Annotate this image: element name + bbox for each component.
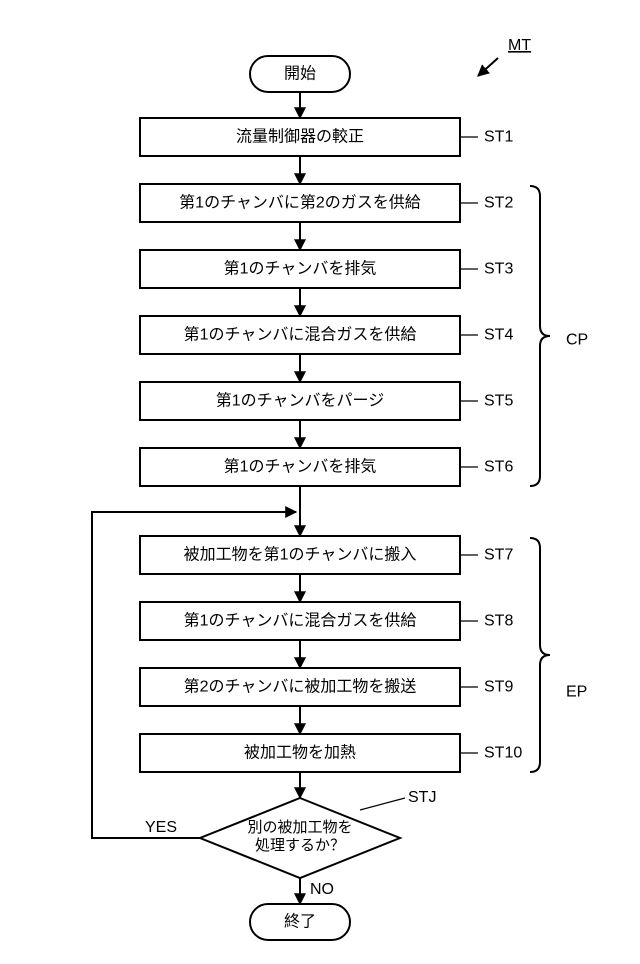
step-st10: 被加工物を加熱 ST10: [140, 734, 522, 772]
step-st9: 第2のチャンバに被加工物を搬送 ST9: [140, 668, 513, 706]
group-cp-brace: [530, 186, 550, 486]
step-st9-label: ST9: [484, 679, 513, 696]
step-st4-label: ST4: [484, 327, 513, 344]
start-terminator: 開始: [250, 56, 350, 92]
end-terminator: 終了: [250, 904, 350, 940]
decision-label: STJ: [408, 789, 436, 806]
step-st6-text: 第1のチャンバを排気: [224, 458, 377, 476]
decision-stj: 別の被加工物を処理するか？ STJ: [200, 789, 436, 878]
step-st2-text: 第1のチャンバに第2のガスを供給: [179, 194, 421, 212]
step-st5-text: 第1のチャンバをパージ: [216, 392, 384, 410]
step-st10-text: 被加工物を加熱: [244, 744, 356, 762]
step-st7-label: ST7: [484, 547, 513, 564]
step-st9-text: 第2のチャンバに被加工物を搬送: [184, 678, 417, 696]
decision-line2: 処理するか？: [255, 837, 345, 854]
step-st6: 第1のチャンバを排気 ST6: [140, 448, 513, 486]
step-st4-text: 第1のチャンバに混合ガスを供給: [184, 326, 417, 344]
group-cp-label: CP: [566, 332, 588, 349]
step-st3: 第1のチャンバを排気 ST3: [140, 250, 513, 288]
step-st2: 第1のチャンバに第2のガスを供給 ST2: [140, 184, 513, 222]
start-terminator-label: 開始: [284, 65, 316, 83]
end-terminator-label: 終了: [284, 913, 316, 931]
step-st3-label: ST3: [484, 261, 513, 278]
step-st3-text: 第1のチャンバを排気: [224, 260, 377, 278]
step-st1-text: 流量制御器の較正: [236, 128, 364, 146]
step-st7-text: 被加工物を第1のチャンバに搬入: [184, 546, 417, 564]
step-st1-label: ST1: [484, 129, 513, 146]
step-st8-label: ST8: [484, 613, 513, 630]
decision-yes-label: YES: [145, 819, 177, 836]
step-st10-label: ST10: [484, 745, 522, 762]
step-st7: 被加工物を第1のチャンバに搬入 ST7: [140, 536, 513, 574]
step-st8: 第1のチャンバに混合ガスを供給 ST8: [140, 602, 513, 640]
step-st5: 第1のチャンバをパージ ST5: [140, 382, 513, 420]
mt-label: MT: [508, 37, 531, 54]
group-ep-label: EP: [566, 684, 587, 701]
mt-arrow: [478, 58, 498, 76]
flowchart: 開始MT流量制御器の較正ST1第1のチャンバに第2のガスを供給ST2第1のチャン…: [0, 0, 640, 964]
step-st8-text: 第1のチャンバに混合ガスを供給: [184, 612, 417, 630]
step-st1: 流量制御器の較正 ST1: [140, 118, 513, 156]
decision-no-label: NO: [310, 881, 334, 898]
group-ep-brace: [530, 538, 550, 772]
step-st4: 第1のチャンバに混合ガスを供給 ST4: [140, 316, 513, 354]
step-st5-label: ST5: [484, 393, 513, 410]
step-st6-label: ST6: [484, 459, 513, 476]
decision-line1: 別の被加工物を: [247, 819, 352, 836]
step-st2-label: ST2: [484, 195, 513, 212]
